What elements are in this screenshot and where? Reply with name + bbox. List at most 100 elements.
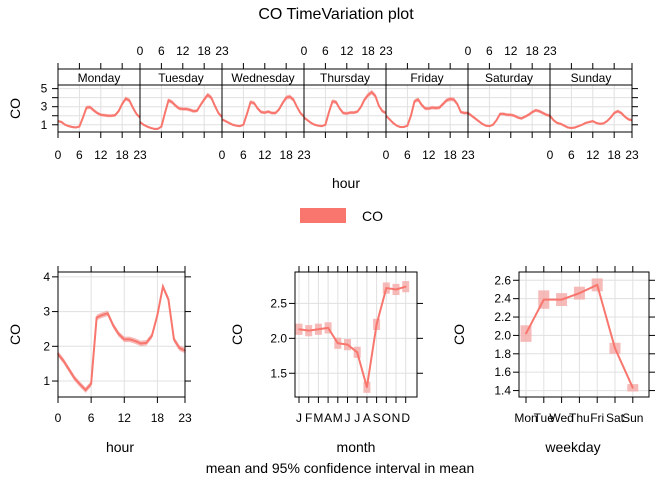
x-tick-label: 0 [55,148,62,162]
data-point [145,342,148,344]
x-tick-label: 12 [340,44,354,58]
x-tick-label: 12 [586,148,600,162]
y-axis-label: CO [7,324,23,345]
x-tick-label: 0 [301,44,308,58]
data-point [596,284,598,286]
x-tick-label: M [333,411,343,425]
x-tick-label: 6 [404,148,411,162]
data-point [578,292,581,294]
data-point [178,347,181,349]
x-axis-label: hour [106,439,134,455]
y-tick-label: 2.0 [270,331,287,345]
series-line-co [298,285,406,388]
data-point [128,338,131,341]
x-tick-label: Thu [569,411,590,425]
data-point [366,386,368,389]
x-tick-label: D [401,411,410,425]
legend: CO [300,208,383,224]
plot-border [57,271,186,398]
legend-label: CO [362,208,383,224]
data-point [356,351,359,354]
series-line-co [303,90,387,128]
ci-band [58,283,185,393]
strip-label: Thursday [320,71,370,85]
data-point [525,332,527,335]
series-line-co [57,97,141,129]
data-point [404,285,407,288]
day-panel-friday: Friday 0 6 12 18 23 [383,63,475,162]
x-tick-label: Sun [622,411,643,425]
y-tick-label: 2.2 [494,310,511,324]
x-tick-label: 0 [137,44,144,58]
x-tick-label: 23 [461,148,475,162]
strip-label: Tuesday [158,71,204,85]
series-line-co [221,95,305,128]
y-tick-label: 4 [43,270,50,284]
x-tick-label: M [313,411,323,425]
x-tick-label: 6 [88,411,95,425]
y-axis-label: CO [229,324,245,345]
data-point [140,342,142,345]
strip-label: Sunday [571,71,612,85]
day-panel-saturday: Saturday 0 6 12 18 23 [465,44,557,138]
x-tick-label: J [296,411,302,425]
x-tick-label: O [382,411,391,425]
x-tick-label: 23 [178,411,192,425]
x-tick-label: 12 [504,44,518,58]
y-tick-label: 1 [43,374,50,388]
strip-label: Monday [78,71,121,85]
x-tick-label: 0 [547,148,554,162]
x-tick-label: 18 [361,44,375,58]
data-point [385,287,388,289]
panel-border [549,84,633,133]
x-tick-label: 18 [115,148,129,162]
data-point [151,335,153,337]
data-point [632,387,634,389]
x-tick-label: 12 [258,148,272,162]
x-tick-label: N [392,411,401,425]
data-point [346,343,349,346]
data-point [112,324,115,327]
data-point [307,329,310,332]
data-point [156,314,159,316]
x-tick-label: Mon [514,411,537,425]
x-tick-label: 0 [219,148,226,162]
y-tick-label: 1 [41,118,48,132]
data-point [90,383,92,385]
x-tick-label: Tue [534,411,555,425]
series-line-co [385,97,468,129]
x-tick-label: 23 [297,148,311,162]
y-tick-label: 3 [41,100,48,114]
x-tick-label: 6 [158,44,165,58]
series-line-co [139,93,223,130]
data-point [337,342,339,345]
day-panel-thursday: Thursday 0 6 12 18 23 [301,44,393,138]
y-axis-label: CO [7,98,23,119]
data-point [375,323,378,326]
day-panel-sunday: Sunday 0 6 12 18 23 [547,63,639,162]
x-tick-label: 18 [443,148,457,162]
day-panel-tuesday: Tuesday 0 6 12 18 23 [137,44,229,138]
plot-border [294,271,418,398]
y-tick-label: 2.0 [494,328,511,342]
data-point [134,340,137,342]
y-tick-label: 2.5 [270,296,287,310]
data-point [317,328,320,331]
data-point [101,314,103,316]
x-tick-label: 0 [383,148,390,162]
x-tick-label: 23 [625,148,639,162]
data-point [560,298,563,301]
y-tick-label: 3 [43,305,50,319]
series-line-co [467,109,551,128]
x-tick-label: 6 [486,44,493,58]
x-axis-label: hour [332,175,360,191]
x-tick-label: 23 [215,44,229,58]
y-tick-label: 1.4 [494,384,511,398]
strip-label: Saturday [485,71,533,85]
y-tick-label: 5 [41,82,48,96]
x-tick-label: 0 [465,44,472,58]
data-point [68,368,70,371]
day-panel-wednesday: Wednesday 0 6 12 18 23 [219,63,311,162]
